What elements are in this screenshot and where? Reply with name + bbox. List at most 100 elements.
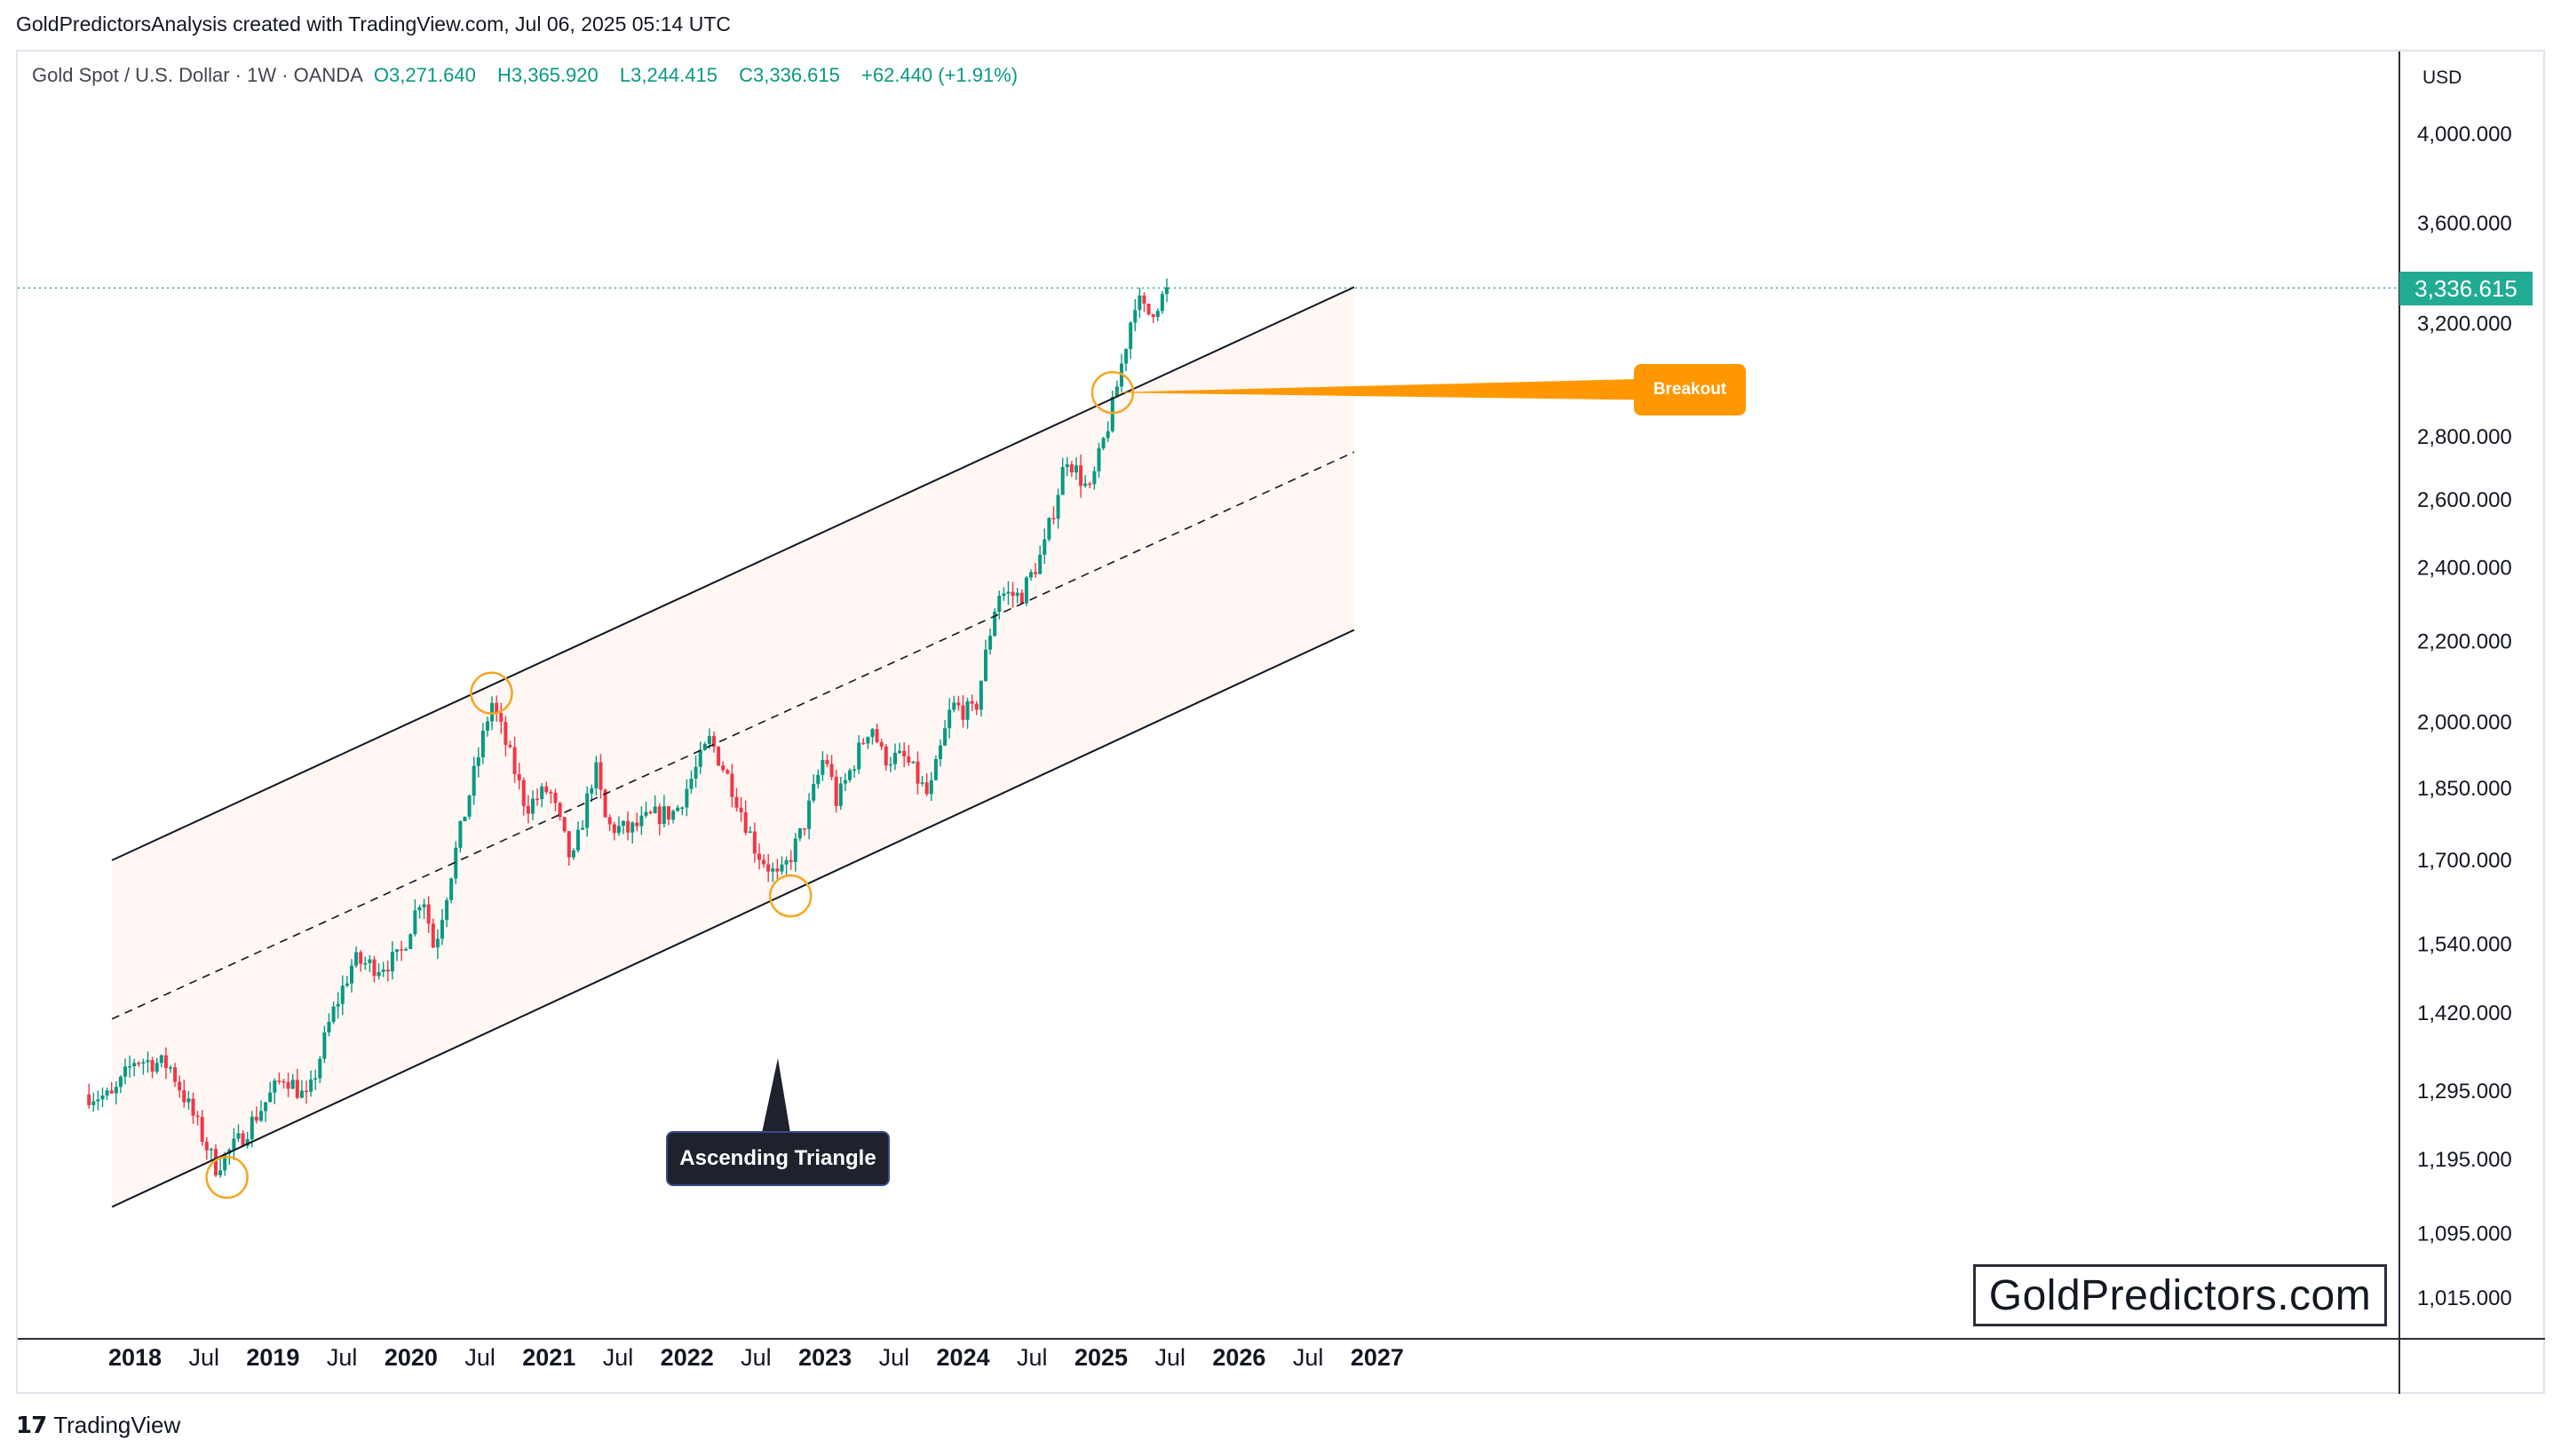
candle-body bbox=[662, 806, 666, 825]
time-tick-label: Jul bbox=[741, 1344, 772, 1371]
candle-body bbox=[304, 1090, 308, 1093]
candle-body bbox=[299, 1090, 304, 1098]
chart-attribution: GoldPredictorsAnalysis created with Trad… bbox=[16, 12, 731, 36]
candle-body bbox=[445, 899, 449, 921]
candle-body bbox=[118, 1076, 123, 1088]
candle-body bbox=[1015, 592, 1019, 597]
tradingview-logo[interactable]: 𝟭𝟳 TradingView bbox=[16, 1412, 180, 1439]
breakout-pointer bbox=[1105, 376, 1742, 401]
touch-point-circle bbox=[769, 874, 813, 918]
candle-body bbox=[802, 828, 806, 830]
candle-body bbox=[993, 612, 997, 637]
candle-body bbox=[920, 782, 924, 784]
time-tick-label: 2019 bbox=[246, 1344, 299, 1371]
candle-body bbox=[417, 906, 422, 911]
ohlc-low: L3,244.415 bbox=[619, 64, 718, 86]
candle-body bbox=[1006, 591, 1011, 594]
candle-body bbox=[911, 761, 916, 764]
candle-body bbox=[1097, 447, 1101, 471]
candle-body bbox=[277, 1080, 281, 1082]
candle-body bbox=[394, 949, 399, 953]
candle-body bbox=[639, 815, 644, 827]
candle-body bbox=[698, 749, 702, 767]
ascending-triangle-callout[interactable]: Ascending Triangle bbox=[666, 1131, 890, 1186]
candle-body bbox=[440, 920, 444, 939]
candle-body bbox=[123, 1066, 127, 1077]
candle-body bbox=[340, 985, 345, 1004]
candle-body bbox=[603, 789, 607, 818]
candle-body bbox=[916, 761, 920, 784]
candle-body bbox=[892, 752, 897, 764]
time-tick-label: Jul bbox=[603, 1344, 634, 1371]
price-tick-label: 2,800.000 bbox=[2417, 425, 2512, 449]
candle-body bbox=[1024, 577, 1028, 604]
candle-body bbox=[322, 1032, 327, 1059]
tradingview-logo-icon: 𝟭𝟳 bbox=[16, 1412, 47, 1438]
price-tick-label: 1,195.000 bbox=[2417, 1148, 2512, 1172]
candle-body bbox=[1056, 495, 1060, 519]
candle-body bbox=[599, 762, 603, 790]
candle-body bbox=[970, 700, 974, 704]
candle-body bbox=[694, 766, 698, 779]
candle-body bbox=[236, 1133, 241, 1139]
candle-body bbox=[159, 1055, 163, 1064]
candle-body bbox=[676, 807, 680, 811]
breakout-callout[interactable]: Breakout bbox=[1634, 364, 1746, 415]
candle-body bbox=[933, 759, 938, 780]
candle-body bbox=[137, 1063, 141, 1064]
candle-body bbox=[870, 729, 875, 738]
candle-body bbox=[241, 1133, 245, 1146]
time-tick-label: 2025 bbox=[1074, 1344, 1128, 1371]
candle-body bbox=[581, 827, 585, 830]
candle-body bbox=[924, 782, 929, 795]
candle-body bbox=[567, 831, 571, 858]
candle-body bbox=[1151, 314, 1155, 318]
candle-body bbox=[490, 702, 495, 722]
symbol-name[interactable]: Gold Spot / U.S. Dollar · 1W · OANDA bbox=[32, 64, 363, 86]
candle-body bbox=[907, 756, 911, 764]
candle-body bbox=[1074, 465, 1078, 473]
channel-fill bbox=[112, 287, 1354, 1207]
candle-body bbox=[512, 747, 517, 774]
candle-body bbox=[616, 826, 621, 834]
time-tick-label: Jul bbox=[1017, 1344, 1048, 1371]
candle-body bbox=[861, 742, 866, 745]
candle-body bbox=[173, 1067, 178, 1082]
candle-body bbox=[195, 1115, 200, 1118]
candle-body bbox=[508, 745, 512, 748]
candle-body bbox=[812, 784, 816, 801]
price-tick-label: 1,540.000 bbox=[2417, 932, 2512, 956]
candle-body bbox=[286, 1081, 290, 1089]
ohlc-values: O3,271.640 H3,365.920 L3,244.415 C3,336.… bbox=[374, 64, 1034, 87]
time-tick-label: Jul bbox=[1154, 1344, 1185, 1371]
candle-body bbox=[721, 765, 725, 771]
touch-point-circle bbox=[205, 1155, 249, 1199]
candle-body bbox=[186, 1098, 191, 1103]
candle-body bbox=[902, 750, 907, 757]
current-price-tag: 3,336.615 bbox=[2399, 272, 2533, 305]
candle-body bbox=[521, 779, 526, 806]
candle-body bbox=[648, 811, 653, 814]
candle-body bbox=[377, 971, 381, 977]
currency-selector[interactable]: USD bbox=[2422, 67, 2462, 88]
candle-body bbox=[404, 948, 408, 951]
candle-body bbox=[1079, 465, 1083, 487]
candle-body bbox=[354, 952, 359, 966]
candle-body bbox=[888, 764, 892, 766]
candle-body bbox=[200, 1117, 204, 1143]
price-tick-label: 4,000.000 bbox=[2417, 123, 2512, 146]
candle-body bbox=[295, 1080, 299, 1098]
candle-body bbox=[96, 1099, 100, 1102]
candle-body bbox=[847, 770, 852, 780]
candle-body bbox=[857, 742, 861, 770]
candle-body bbox=[87, 1094, 91, 1105]
candle-body bbox=[540, 786, 544, 800]
time-tick-label: 2024 bbox=[937, 1344, 990, 1371]
price-tick-label: 3,200.000 bbox=[2417, 312, 2512, 336]
candle-body bbox=[526, 805, 530, 814]
candle-body bbox=[250, 1116, 254, 1140]
candle-body bbox=[431, 923, 435, 948]
candle-body bbox=[1065, 463, 1069, 468]
candle-body bbox=[575, 829, 580, 851]
